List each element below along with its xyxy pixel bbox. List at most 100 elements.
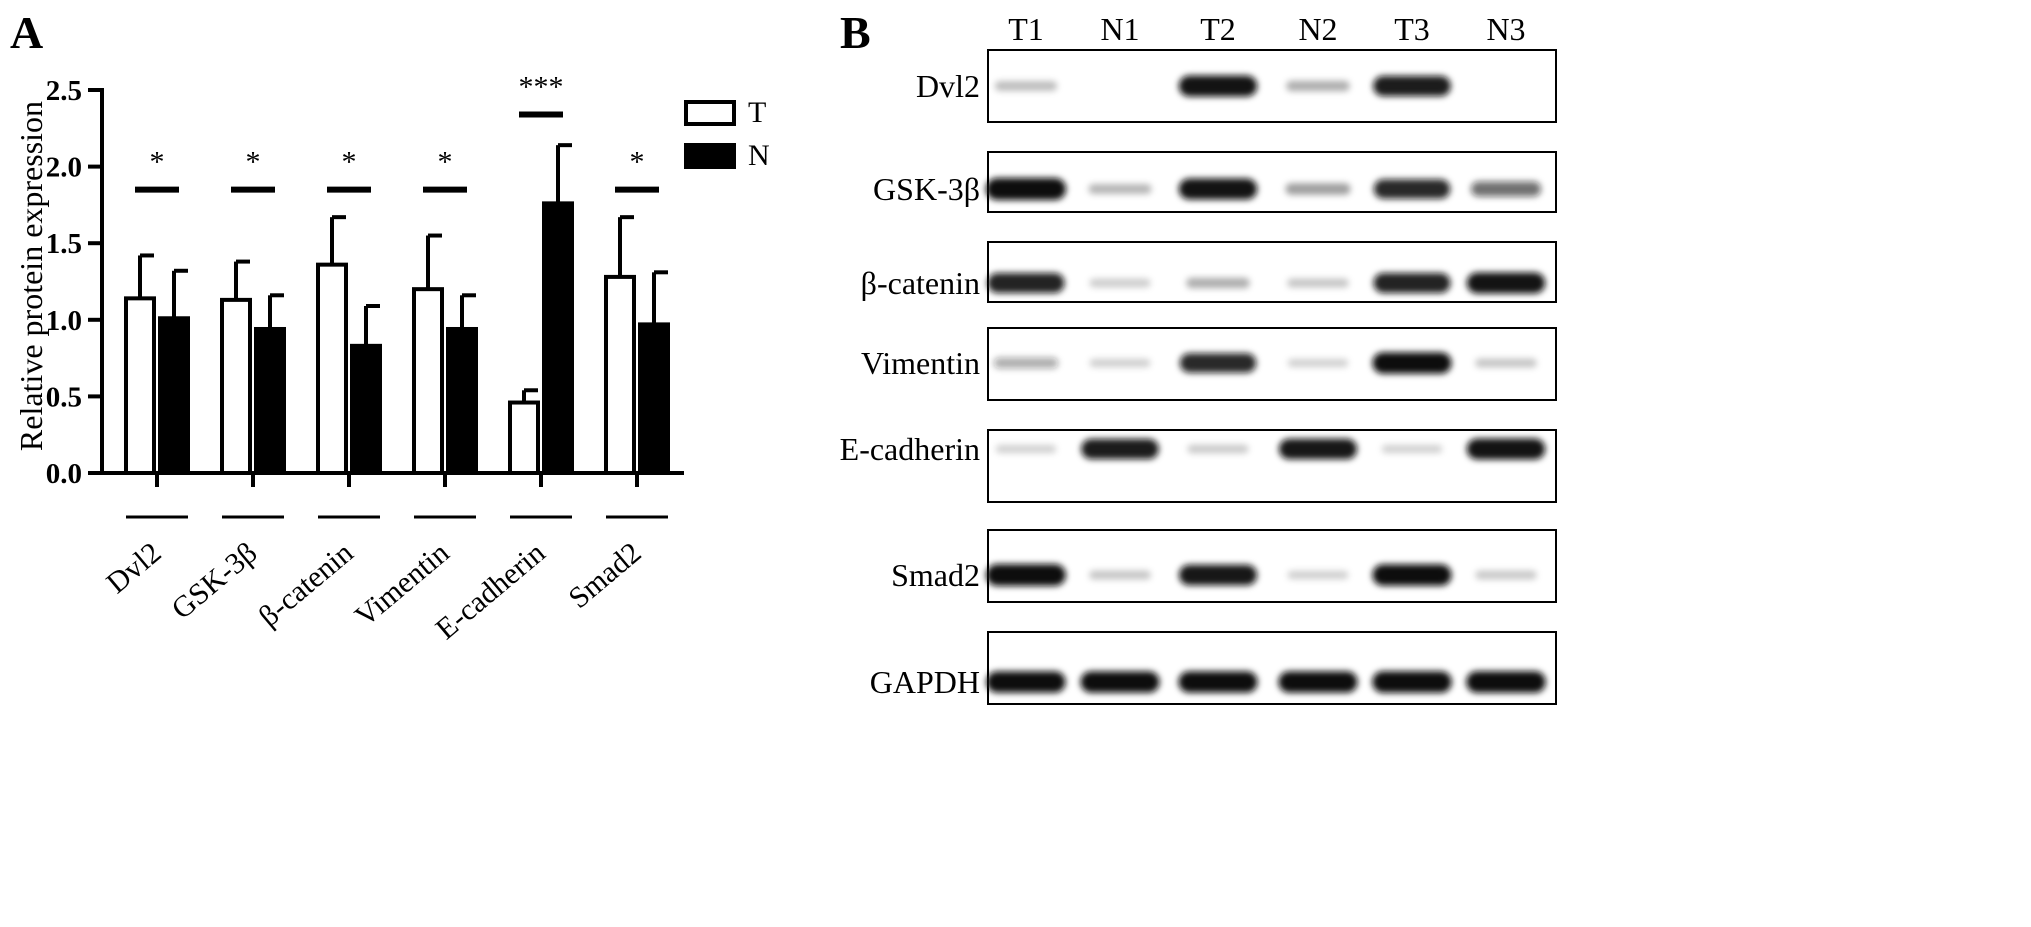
blot-row: GAPDH [870, 631, 1557, 705]
blot-strips: Dvl2 GSK-3β β-catenin Vimentin E-cadherin Sma… [840, 49, 1557, 705]
blot-strip [987, 429, 1557, 503]
blot-strip [987, 327, 1557, 401]
blot-band [1287, 358, 1349, 368]
lane-label: T1 [1008, 11, 1044, 47]
blot-protein-label: E-cadherin [840, 431, 980, 467]
bar-t [316, 262, 348, 476]
blot-band [1089, 570, 1151, 580]
blot-band [1081, 438, 1159, 460]
bar-t [412, 287, 444, 475]
blot-strip [987, 49, 1557, 123]
lane-label: N2 [1298, 11, 1337, 47]
significance-asterisk: * [150, 146, 165, 179]
lane-labels: T1 N1 T2 N2 T3 N3 [1008, 11, 1525, 47]
blot-band [1178, 75, 1258, 97]
blot-band [1279, 438, 1357, 460]
legend-swatch [684, 143, 736, 169]
blot-strip [987, 151, 1557, 213]
y-axis-title: Relative protein expression [13, 101, 49, 451]
blot-band [993, 357, 1059, 369]
blot-band [1287, 570, 1349, 580]
legend: TN [684, 96, 770, 172]
blot-band [1373, 75, 1451, 97]
x-tick-label: Dvl2 [100, 536, 167, 600]
blot-band [1278, 671, 1358, 693]
bar-n [350, 343, 382, 475]
bar-t [220, 297, 252, 475]
panel-a-label: A [10, 7, 43, 58]
blot-band [1475, 570, 1537, 580]
blot-band [994, 81, 1058, 91]
blot-band [1475, 358, 1537, 368]
blot-band [1285, 183, 1351, 195]
x-tick-label: β-catenin [253, 536, 360, 633]
y-tick-labels: 0.0 0.5 1.0 1.5 2.0 2.5 [46, 75, 82, 490]
bar-t [508, 400, 540, 476]
bar-n [542, 201, 574, 475]
blot-band [1287, 278, 1349, 288]
blot-band [987, 273, 1065, 293]
blot-band [1373, 179, 1451, 199]
blot-band [1089, 278, 1151, 288]
blot-band [1372, 564, 1452, 586]
blot-protein-label: β-catenin [861, 265, 980, 301]
blot-band [1178, 178, 1258, 200]
axes [88, 88, 684, 519]
x-tick-label: GSK-3β [165, 536, 263, 626]
blot-strip [987, 529, 1557, 603]
bar-n [158, 316, 190, 475]
blot-band [986, 564, 1066, 586]
bar-n [254, 326, 286, 475]
blot-band [1471, 181, 1541, 197]
lane-label: T2 [1200, 11, 1236, 47]
blot-band [1466, 438, 1546, 460]
y-tick-label: 0.0 [46, 458, 82, 490]
panel-a-bar-chart: A Relative protein expression 0.0 0.5 1.0 1… [10, 7, 770, 646]
significance-asterisk: * [246, 146, 261, 179]
y-tick-label: 2.0 [46, 152, 82, 184]
panel-b-western-blot: B T1 N1 T2 N2 T3 N3 Dvl2 GSK-3β β-catenin Viment… [840, 7, 1557, 705]
bars [124, 143, 670, 476]
significance-asterisk: * [342, 146, 357, 179]
blot-band [986, 178, 1066, 200]
legend-label: N [748, 139, 770, 172]
blot-band [1179, 564, 1257, 586]
blot-protein-label: Smad2 [891, 557, 980, 593]
blot-band [1373, 273, 1451, 293]
bar-n [638, 322, 670, 475]
blot-band [1466, 272, 1546, 294]
blot-protein-label: GAPDH [870, 664, 980, 700]
x-tick-label: Smad2 [562, 536, 647, 615]
significance-asterisk: * [630, 146, 645, 179]
blot-band [1381, 444, 1443, 454]
blot-band [1179, 353, 1257, 373]
blot-band [1080, 671, 1160, 693]
panel-b-label: B [840, 7, 871, 58]
blot-band [995, 444, 1057, 454]
blot-protein-label: Dvl2 [916, 68, 980, 104]
legend-swatch [684, 100, 736, 126]
blot-protein-label: Vimentin [861, 345, 980, 381]
blot-row: Vimentin [861, 327, 1557, 401]
lane-label: N1 [1100, 11, 1139, 47]
significance-asterisk: * [438, 146, 453, 179]
blot-row: E-cadherin [840, 429, 1557, 503]
significance-markers: * * * ***** [135, 71, 659, 193]
legend-label: T [748, 96, 766, 129]
blot-band [1372, 671, 1452, 693]
y-tick-label: 0.5 [46, 381, 82, 413]
y-tick-label: 1.5 [46, 228, 82, 260]
blot-band [1186, 277, 1250, 289]
bar-t [604, 274, 636, 475]
blot-row: Dvl2 [916, 49, 1557, 123]
lane-label: N3 [1486, 11, 1525, 47]
blot-band [1178, 671, 1258, 693]
blot-strip [987, 241, 1557, 303]
lane-label: T3 [1394, 11, 1430, 47]
blot-row: β-catenin [861, 241, 1557, 303]
blot-protein-label: GSK-3β [873, 171, 980, 207]
blot-band [1286, 80, 1350, 92]
bar-n [446, 326, 478, 475]
